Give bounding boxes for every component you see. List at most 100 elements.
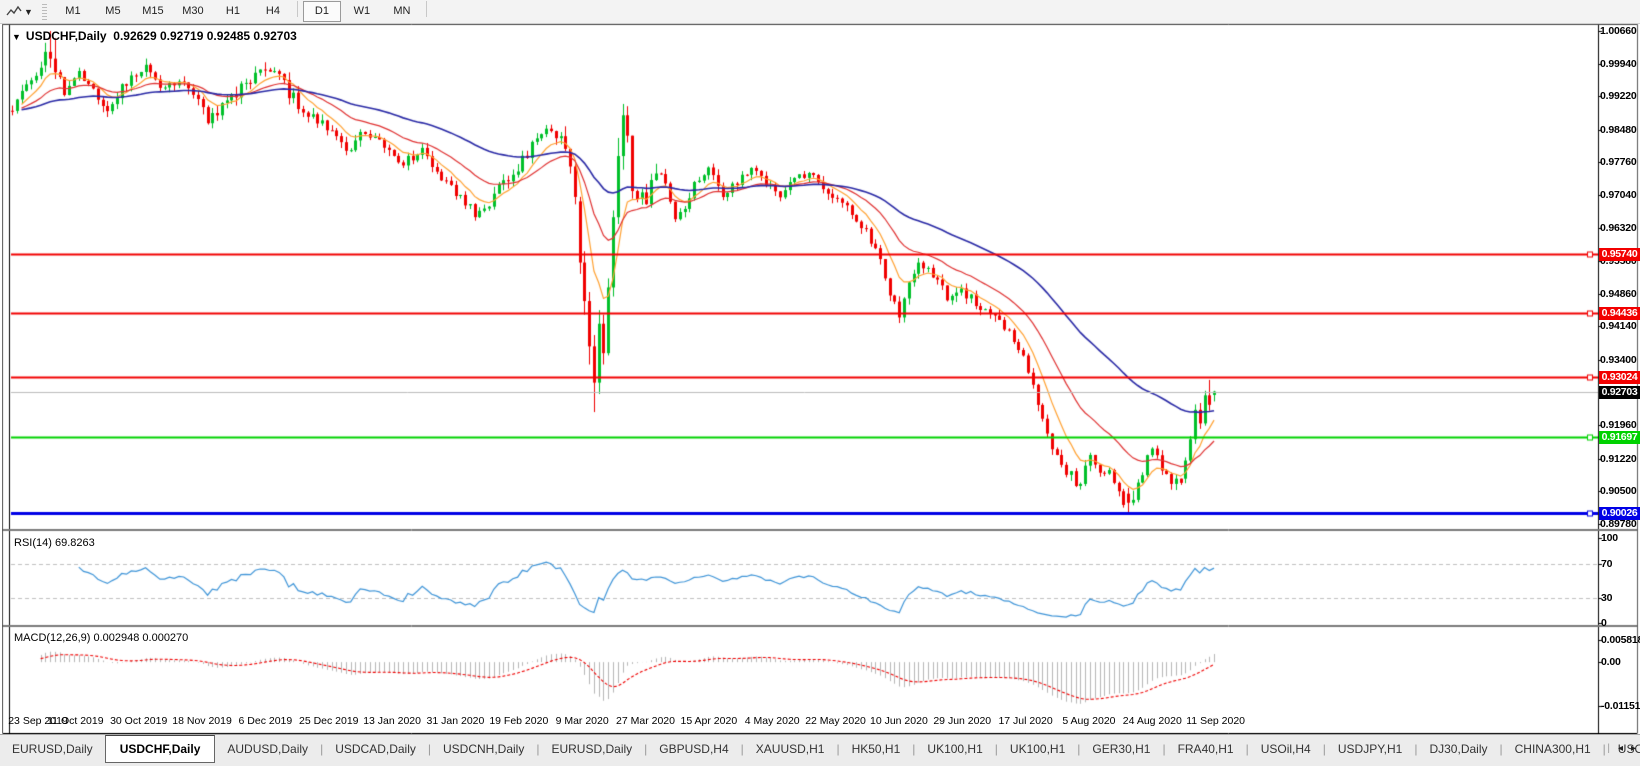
chart-tab-fra40-h1[interactable]: FRA40,H1 [1177,742,1234,756]
timeframe-toolbar: ▼ M1 M5 M15 M30 H1 H4 D1 W1 MN [0,0,1640,24]
timeframe-button-m1[interactable]: M1 [65,5,81,17]
macd-axis-tick: 0.005818 [1601,634,1640,646]
timeframe-button-m5[interactable]: M5 [105,5,121,17]
tab-scroll-left-icon[interactable]: ◂ [1617,743,1623,754]
date-axis-label: 30 Oct 2019 [110,715,168,727]
timeframe-button-w1[interactable]: W1 [353,5,371,17]
chart-tab-xauusd-h1[interactable]: XAUUSD,H1 [755,742,825,756]
date-axis-label: 19 Feb 2020 [489,715,549,727]
timeframe-button-mn[interactable]: MN [393,5,411,17]
date-axis-label: 9 Mar 2020 [555,715,609,727]
price-axis-tick: 0.99220 [1600,90,1637,103]
main-chart-canvas[interactable] [2,24,1640,734]
price-axis-tick: 0.96320 [1600,221,1637,234]
chart-tab-usoil-h4[interactable]: USOil,H4 [1260,742,1311,756]
tab-separator: | [1245,742,1249,756]
price-level-tag: 0.94436 [1599,307,1640,320]
chart-dropdown-caret[interactable]: ▼ [12,32,21,42]
price-axis-tick: 0.93400 [1600,353,1637,366]
tab-separator: | [994,742,998,756]
date-axis-label: 27 Mar 2020 [616,715,675,727]
chart-tab-usdcad-daily[interactable]: USDCAD,Daily [335,742,416,756]
chart-tab-hk50-h1[interactable]: HK50,H1 [851,742,901,756]
chart-symbol-label: USDCHF,Daily [25,29,107,43]
tab-separator: | [1162,742,1166,756]
date-axis-label: 6 Dec 2019 [238,715,293,727]
tab-separator: | [1602,742,1606,756]
price-level-tag: 0.90026 [1599,507,1640,520]
tab-separator: | [536,742,540,756]
macd-axis-tick: -0.011514 [1601,700,1640,712]
toolbar-separator [296,1,298,17]
chart-tab-usdjpy-h1[interactable]: USDJPY,H1 [1337,742,1403,756]
timeframe-button-h1[interactable]: H1 [225,5,240,17]
timeframe-button-m15[interactable]: M15 [142,5,164,17]
chart-window: ▼ USDCHF,Daily 0.92629 0.92719 0.92485 0.… [2,24,1640,734]
price-axis-tick: 0.97760 [1600,156,1637,169]
date-axis-label: 15 Apr 2020 [680,715,738,727]
price-axis-tick: 0.94140 [1600,320,1637,333]
tab-separator: | [836,742,840,756]
date-axis-label: 31 Jan 2020 [426,715,485,727]
tab-separator: | [644,742,648,756]
chart-style-icon[interactable] [4,3,24,21]
price-axis-tick: 0.90500 [1600,485,1637,498]
chart-tab-usdcnh-daily[interactable]: USDCNH,Daily [443,742,525,756]
rsi-axis-tick: 70 [1601,557,1613,570]
chart-tab-usoil-h1[interactable]: USOil,H1 [1617,742,1640,756]
toolbar-dropdown-caret[interactable]: ▼ [24,6,33,17]
chart-tab-gbpusd-h4[interactable]: GBPUSD,H4 [659,742,729,756]
toolbar-grip[interactable] [41,3,47,20]
toolbar-separator [425,1,427,17]
rsi-indicator-label: RSI(14) 69.8263 [14,537,95,549]
chart-tab-china300-h1[interactable]: CHINA300,H1 [1514,742,1591,756]
date-axis-label: 4 May 2020 [744,715,800,727]
chart-tab-ger30-h1[interactable]: GER30,H1 [1092,742,1151,756]
date-axis-label: 5 Aug 2020 [1062,715,1116,727]
tab-separator: | [1322,742,1326,756]
chart-tab-uk100-h1[interactable]: UK100,H1 [1009,742,1066,756]
date-axis-label: 11 Oct 2019 [47,715,104,727]
price-level-tag: 0.93024 [1599,371,1640,384]
tab-scroll-arrows: | ◂ ▸ [1607,743,1636,754]
date-axis-label: 25 Dec 2019 [298,715,359,727]
tab-separator: | [1499,742,1503,756]
tab-separator: | [912,742,916,756]
date-axis-label: 10 Jun 2020 [869,715,928,727]
price-axis-tick: 0.97040 [1600,189,1637,202]
date-axis-label: 22 May 2020 [805,715,866,727]
tab-scroll-right-icon[interactable]: ▸ [1630,743,1636,754]
rsi-axis-tick: 0 [1601,617,1607,629]
timeframe-buttons: M1 M5 M15 M30 H1 H4 D1 W1 MN [53,1,431,22]
tab-separator: | [740,742,744,756]
price-axis-tick: 0.98480 [1600,123,1637,136]
tab-separator: | [427,742,431,756]
chart-tab-eurusd-daily[interactable]: EURUSD,Daily [12,742,93,756]
chart-tab-usdchf-daily[interactable]: USDCHF,Daily [104,735,216,763]
chart-tab-eurusd-daily[interactable]: EURUSD,Daily [551,742,633,756]
timeframe-button-m30[interactable]: M30 [182,5,204,17]
tab-separator: | [1077,742,1081,756]
price-axis-tick: 0.89780 [1600,518,1637,530]
macd-indicator-label: MACD(12,26,9) 0.002948 0.000270 [14,632,189,644]
chart-ohlc-values: 0.92629 0.92719 0.92485 0.92703 [113,29,297,43]
rsi-axis-tick: 30 [1601,591,1613,604]
price-axis-tick: 0.91960 [1600,419,1637,432]
chart-tab-dj30-daily[interactable]: DJ30,Daily [1429,742,1488,756]
date-axis-label: 23 Sep 2019 [8,715,68,727]
macd-axis-tick: 0.00 [1601,656,1621,669]
price-axis-tick: 0.91220 [1600,452,1637,465]
chart-title: ▼ USDCHF,Daily 0.92629 0.92719 0.92485 0.… [12,29,297,43]
date-axis-label: 24 Aug 2020 [1122,715,1182,727]
chart-tab-audusd-daily[interactable]: AUDUSD,Daily [227,742,309,756]
tab-separator: | [1414,742,1418,756]
price-level-tag: 0.95740 [1599,248,1640,261]
date-axis-label: 17 Jul 2020 [998,715,1053,727]
price-level-tag: 0.91697 [1599,431,1640,444]
price-axis-tick: 0.99940 [1600,57,1637,70]
chart-tab-uk100-h1[interactable]: UK100,H1 [927,742,983,756]
timeframe-button-d1[interactable]: D1 [302,1,341,22]
date-axis-label: 18 Nov 2019 [172,715,232,727]
timeframe-button-h4[interactable]: H4 [265,5,280,17]
